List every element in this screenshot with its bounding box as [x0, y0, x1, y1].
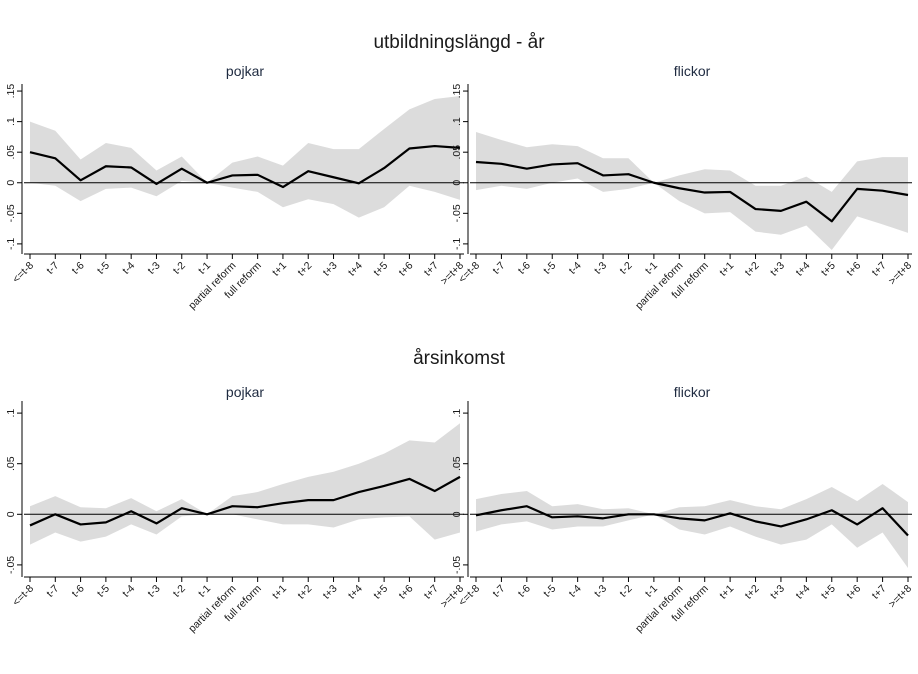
confidence-band — [476, 483, 908, 568]
y-tick-label: -.1 — [5, 238, 17, 250]
section-title: utbildningslängd - år — [373, 32, 545, 53]
panel-title: pojkar — [226, 384, 264, 400]
estimate-line — [475, 160, 909, 223]
y-tick-label: 0 — [5, 511, 17, 517]
y-tick-label: .15 — [5, 84, 17, 99]
y-tick-label: 0 — [5, 180, 17, 186]
y-tick-label: .05 — [5, 456, 17, 471]
y-tick-label: .05 — [451, 456, 463, 471]
y-tick-label: .1 — [451, 409, 463, 418]
y-tick-label: 0 — [451, 180, 463, 186]
y-tick-label: .1 — [5, 117, 17, 126]
y-tick-label: -.05 — [451, 204, 463, 222]
panel-title: flickor — [674, 384, 711, 400]
y-tick-label: .15 — [451, 84, 463, 99]
estimate-line — [475, 505, 909, 537]
estimate-line — [29, 144, 461, 189]
y-tick-label: 0 — [451, 511, 463, 517]
estimate-line — [29, 475, 461, 527]
panel-title: flickor — [674, 63, 711, 79]
y-tick-label: -.05 — [5, 556, 17, 574]
confidence-band — [30, 95, 460, 218]
y-tick-label: .1 — [5, 409, 17, 418]
y-tick-label: -.05 — [5, 204, 17, 222]
panel-title: pojkar — [226, 63, 264, 79]
section-title: årsinkomst — [413, 348, 506, 369]
y-tick-label: -.05 — [451, 556, 463, 574]
y-tick-label: .1 — [451, 117, 463, 126]
y-tick-label: .05 — [451, 145, 463, 160]
y-tick-label: .05 — [5, 145, 17, 160]
y-tick-label: -.1 — [451, 238, 463, 250]
